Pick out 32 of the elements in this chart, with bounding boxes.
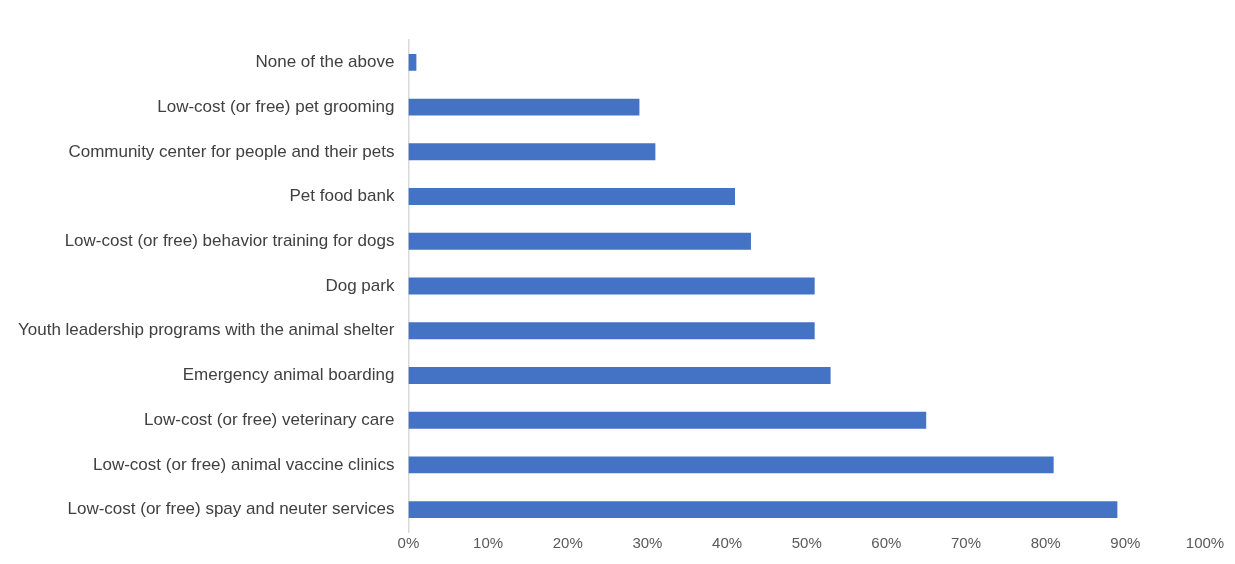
x-tick-label: 30%: [632, 534, 663, 552]
bar: [408, 367, 831, 384]
y-tick-label: Dog park: [325, 275, 395, 295]
bar: [408, 143, 656, 161]
bar: [408, 322, 815, 340]
bar: [408, 98, 640, 116]
x-tick-label: 100%: [1185, 534, 1225, 552]
y-tick-label: Low-cost (or free) animal vaccine clinics: [93, 454, 395, 474]
bar: [408, 456, 1054, 474]
y-tick-label: Community center for people and their pets: [68, 141, 395, 161]
x-tick-label: 50%: [791, 534, 822, 552]
y-tick-label: Pet food bank: [289, 186, 395, 206]
x-tick-label: 0%: [397, 534, 420, 552]
x-tick-label: 80%: [1030, 534, 1061, 552]
y-tick-label: Emergency animal boarding: [182, 365, 395, 385]
y-tick-label: Youth leadership programs with the animal shelter: [17, 320, 395, 340]
bar: [408, 501, 1118, 519]
y-tick-label: Low-cost (or free) spay and neuter services: [67, 499, 395, 519]
x-tick-label: 20%: [552, 534, 583, 552]
x-tick-label: 90%: [1110, 534, 1141, 552]
y-tick-label: Low-cost (or free) pet grooming: [157, 96, 395, 116]
x-tick-label: 40%: [712, 534, 743, 552]
y-tick-label: Low-cost (or free) behavior training for dogs: [64, 230, 395, 250]
bar: [408, 188, 736, 205]
y-tick-label: Low-cost (or free) veterinary care: [144, 409, 395, 429]
y-tick-label: None of the above: [255, 52, 395, 72]
bar: [408, 277, 815, 295]
bar: [408, 411, 927, 429]
x-tick-label: 70%: [951, 534, 982, 552]
bar: [408, 232, 751, 250]
x-tick-label: 60%: [871, 534, 902, 552]
x-tick-label: 10%: [473, 534, 504, 552]
